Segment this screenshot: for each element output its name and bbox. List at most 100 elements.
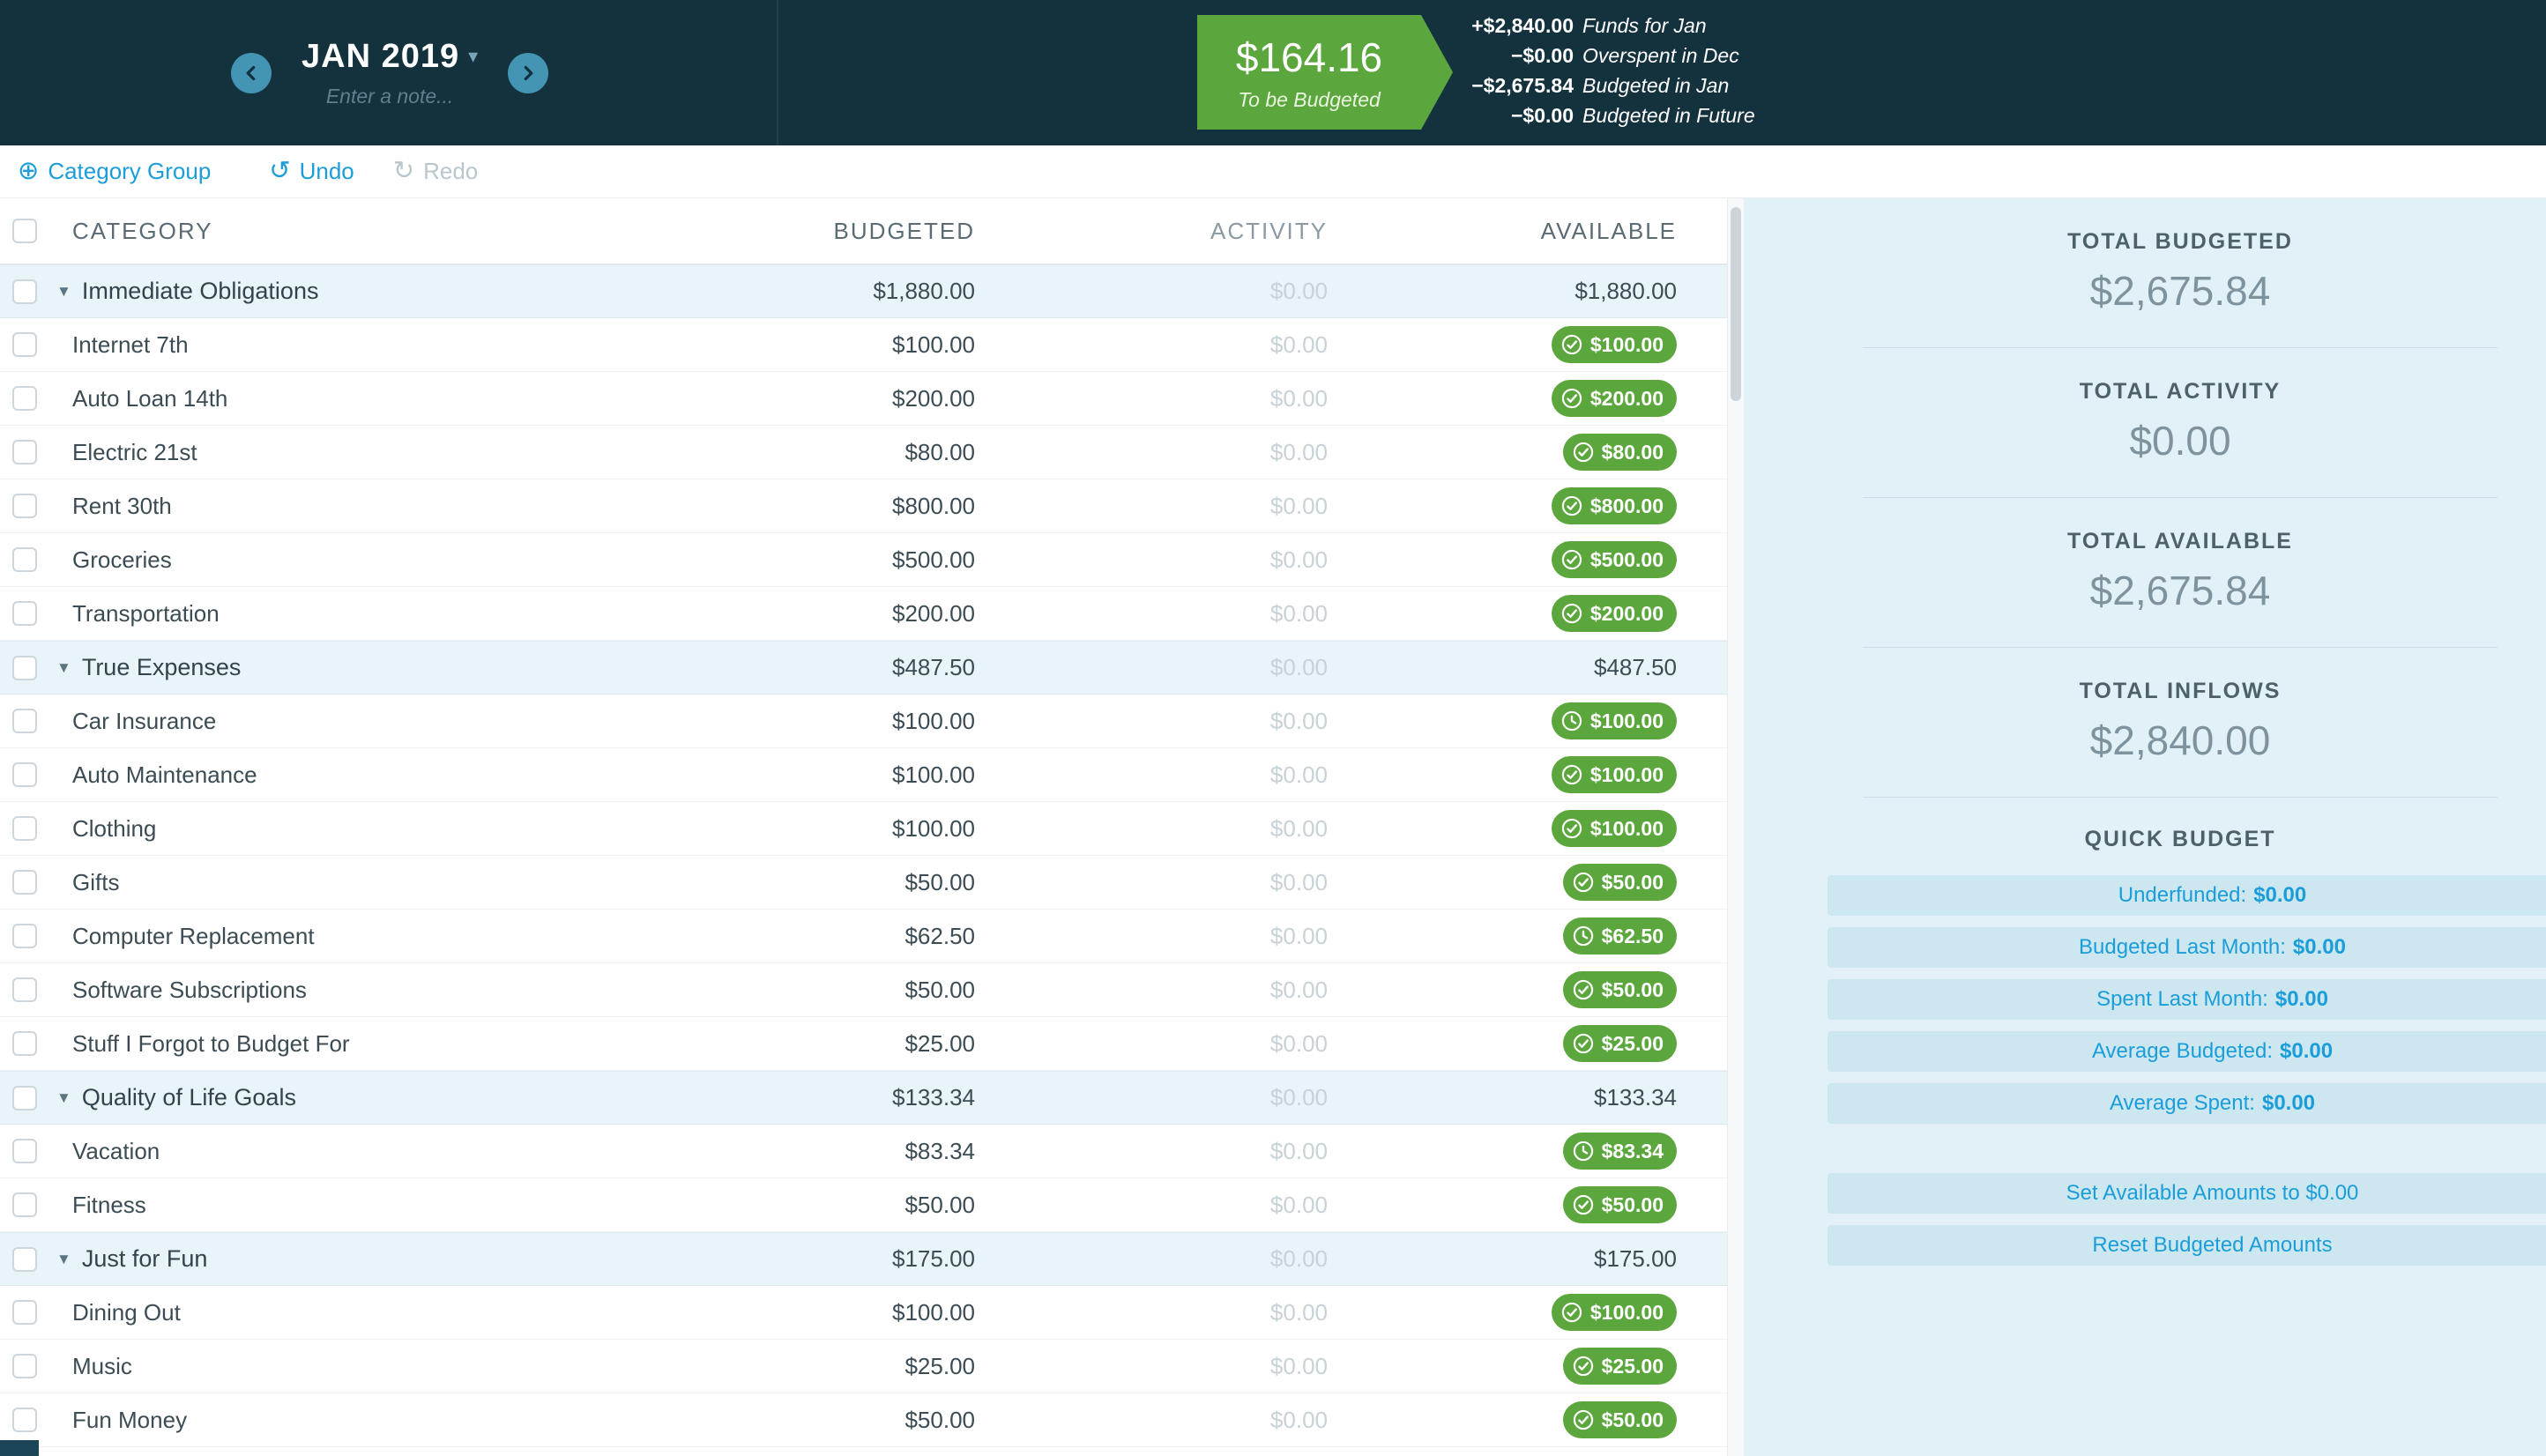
- activity-value[interactable]: $0.00: [1269, 1352, 1328, 1379]
- previous-month-button[interactable]: [231, 52, 272, 93]
- budgeted-value[interactable]: $100.00: [892, 331, 975, 358]
- activity-value[interactable]: $0.00: [1269, 814, 1328, 842]
- month-note-input[interactable]: Enter a note...: [325, 84, 454, 108]
- category-name[interactable]: Clothing: [72, 814, 157, 842]
- budgeted-value[interactable]: $50.00: [904, 1406, 975, 1433]
- available-pill[interactable]: $83.34: [1562, 1133, 1677, 1170]
- category-name[interactable]: Electric 21st: [72, 438, 197, 465]
- available-pill[interactable]: $100.00: [1551, 810, 1677, 847]
- available-pill[interactable]: $50.00: [1562, 864, 1677, 901]
- budgeted-value[interactable]: $83.34: [904, 1137, 975, 1164]
- available-pill[interactable]: $200.00: [1551, 595, 1677, 632]
- activity-value[interactable]: $0.00: [1269, 707, 1328, 734]
- activity-value[interactable]: $0.00: [1269, 331, 1328, 358]
- available-pill[interactable]: $80.00: [1562, 434, 1677, 471]
- category-name[interactable]: Groceries: [72, 546, 172, 573]
- quick-budget-button[interactable]: Average Spent: $0.00: [1828, 1083, 2546, 1124]
- category-name[interactable]: Transportation: [72, 599, 220, 627]
- category-name[interactable]: Internet 7th: [72, 331, 189, 358]
- budgeted-value[interactable]: $200.00: [892, 384, 975, 412]
- available-pill[interactable]: $62.50: [1562, 917, 1677, 955]
- available-pill[interactable]: $50.00: [1562, 971, 1677, 1008]
- group-name-cell[interactable]: ▼ True Expenses: [49, 654, 666, 681]
- activity-value[interactable]: $0.00: [1269, 922, 1328, 949]
- row-checkbox[interactable]: [12, 440, 37, 464]
- month-dropdown-caret-icon[interactable]: ▾: [468, 45, 479, 67]
- quick-budget-button[interactable]: Budgeted Last Month: $0.00: [1828, 927, 2546, 968]
- activity-column-header[interactable]: ACTIVITY: [1210, 217, 1328, 244]
- group-checkbox[interactable]: [12, 1246, 37, 1272]
- budgeted-value[interactable]: $50.00: [904, 868, 975, 895]
- row-checkbox[interactable]: [12, 977, 37, 1002]
- group-name-cell[interactable]: ▼ Quality of Life Goals: [49, 1084, 666, 1111]
- quick-budget-action-button[interactable]: Set Available Amounts to $0.00: [1828, 1173, 2546, 1214]
- available-pill[interactable]: $800.00: [1551, 487, 1677, 524]
- table-scrollbar[interactable]: [1727, 198, 1744, 1456]
- activity-value[interactable]: $0.00: [1269, 761, 1328, 788]
- budgeted-value[interactable]: $100.00: [892, 761, 975, 788]
- activity-value[interactable]: $0.00: [1269, 546, 1328, 573]
- group-checkbox[interactable]: [12, 279, 37, 304]
- row-checkbox[interactable]: [12, 870, 37, 895]
- budgeted-column-header[interactable]: BUDGETED: [833, 217, 975, 244]
- quick-budget-button[interactable]: Spent Last Month: $0.00: [1828, 979, 2546, 1020]
- row-checkbox[interactable]: [12, 924, 37, 948]
- quick-budget-button[interactable]: Average Budgeted: $0.00: [1828, 1031, 2546, 1072]
- row-checkbox[interactable]: [12, 762, 37, 787]
- collapse-caret-icon[interactable]: ▼: [56, 658, 71, 676]
- select-all-checkbox[interactable]: [12, 219, 37, 243]
- available-column-header[interactable]: AVAILABLE: [1540, 217, 1677, 244]
- row-checkbox[interactable]: [12, 601, 37, 626]
- budgeted-value[interactable]: $800.00: [892, 492, 975, 519]
- group-checkbox[interactable]: [12, 1085, 37, 1111]
- category-name[interactable]: Stuff I Forgot to Budget For: [72, 1029, 350, 1057]
- quick-budget-button[interactable]: Underfunded: $0.00: [1828, 875, 2546, 916]
- category-name[interactable]: Computer Replacement: [72, 922, 315, 949]
- category-name[interactable]: Gifts: [72, 868, 120, 895]
- activity-value[interactable]: $0.00: [1269, 1029, 1328, 1057]
- available-pill[interactable]: $25.00: [1562, 1348, 1677, 1385]
- available-pill[interactable]: $50.00: [1562, 1401, 1677, 1438]
- collapse-caret-icon[interactable]: ▼: [56, 282, 71, 300]
- category-name[interactable]: Rent 30th: [72, 492, 172, 519]
- group-name-cell[interactable]: ▼ Immediate Obligations: [49, 278, 666, 305]
- collapse-caret-icon[interactable]: ▼: [56, 1088, 71, 1106]
- budgeted-value[interactable]: $100.00: [892, 1298, 975, 1326]
- row-checkbox[interactable]: [12, 1031, 37, 1056]
- row-checkbox[interactable]: [12, 1354, 37, 1378]
- row-checkbox[interactable]: [12, 386, 37, 411]
- category-name[interactable]: Auto Loan 14th: [72, 384, 228, 412]
- budgeted-value[interactable]: $62.50: [904, 922, 975, 949]
- category-name[interactable]: Dining Out: [72, 1298, 181, 1326]
- available-pill[interactable]: $100.00: [1551, 702, 1677, 739]
- activity-value[interactable]: $0.00: [1269, 1191, 1328, 1218]
- activity-value[interactable]: $0.00: [1269, 492, 1328, 519]
- budgeted-value[interactable]: $25.00: [904, 1352, 975, 1379]
- budgeted-value[interactable]: $100.00: [892, 814, 975, 842]
- category-name[interactable]: Car Insurance: [72, 707, 217, 734]
- undo-button[interactable]: ↺ Undo: [269, 158, 354, 185]
- available-pill[interactable]: $500.00: [1551, 541, 1677, 578]
- category-name[interactable]: Fitness: [72, 1191, 146, 1218]
- activity-value[interactable]: $0.00: [1269, 1298, 1328, 1326]
- quick-budget-action-button[interactable]: Reset Budgeted Amounts: [1828, 1225, 2546, 1266]
- available-pill[interactable]: $200.00: [1551, 380, 1677, 417]
- collapse-caret-icon[interactable]: ▼: [56, 1250, 71, 1267]
- activity-value[interactable]: $0.00: [1269, 1406, 1328, 1433]
- activity-value[interactable]: $0.00: [1269, 1137, 1328, 1164]
- redo-button[interactable]: ↻ Redo: [393, 158, 478, 185]
- add-category-group-button[interactable]: ⊕ Category Group: [18, 158, 211, 185]
- row-checkbox[interactable]: [12, 1139, 37, 1163]
- row-checkbox[interactable]: [12, 494, 37, 518]
- row-checkbox[interactable]: [12, 1300, 37, 1325]
- category-name[interactable]: Auto Maintenance: [72, 761, 257, 788]
- row-checkbox[interactable]: [12, 332, 37, 357]
- to-be-budgeted-badge[interactable]: $164.16 To be Budgeted: [1197, 15, 1453, 130]
- next-month-button[interactable]: [508, 52, 549, 93]
- group-checkbox[interactable]: [12, 655, 37, 680]
- category-name[interactable]: Music: [72, 1352, 132, 1379]
- available-pill[interactable]: $100.00: [1551, 756, 1677, 793]
- activity-value[interactable]: $0.00: [1269, 976, 1328, 1003]
- available-pill[interactable]: $100.00: [1551, 326, 1677, 363]
- budgeted-value[interactable]: $200.00: [892, 599, 975, 627]
